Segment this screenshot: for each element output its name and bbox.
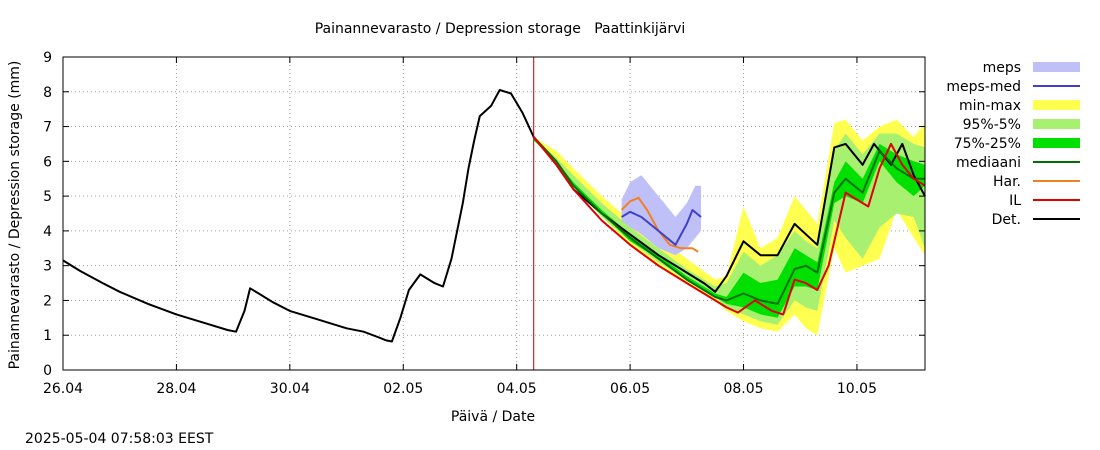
x-axis-label: Päivä / Date xyxy=(451,409,535,425)
plot-frame xyxy=(62,56,926,371)
plot-border xyxy=(62,56,926,371)
det-line xyxy=(62,89,926,343)
y-tick-label: 9 xyxy=(43,50,52,66)
x-tick-label: 06.05 xyxy=(610,381,650,397)
legend-swatch-p95-5 xyxy=(1033,119,1080,129)
y-tick-label: 8 xyxy=(43,85,52,101)
y-tick-label: 4 xyxy=(43,224,52,240)
y-tick-label: 5 xyxy=(43,189,52,205)
legend-label-p75-25: 75%-25% xyxy=(954,136,1021,152)
legend-label-median: mediaani xyxy=(956,155,1021,171)
legend-label-minmax: min-max xyxy=(959,98,1021,114)
x-tick-label: 30.04 xyxy=(270,381,310,397)
chart-title: Painannevarasto / Depression storage Paa… xyxy=(315,21,686,37)
x-tick-label: 04.05 xyxy=(497,381,537,397)
y-tick-label: 2 xyxy=(43,293,52,309)
meps-med-line xyxy=(621,209,702,246)
median-line xyxy=(532,136,925,305)
x-tick-label: 28.04 xyxy=(156,381,196,397)
axis-ticks: 0 1 2 3 4 5 6 7 8 9 26.04 28.04 30.04 02.05 04.05 06.05… xyxy=(43,50,925,397)
legend-label-p95-5: 95%-5% xyxy=(963,117,1021,133)
y-axis-label: Painannevarasto / Depression storage (mm… xyxy=(7,61,23,370)
legend-label-il: IL xyxy=(1009,193,1021,209)
legend-label-meps: meps xyxy=(983,60,1021,76)
x-tick-label: 10.05 xyxy=(837,381,877,397)
x-tick-label: 02.05 xyxy=(383,381,423,397)
minmax-band xyxy=(533,119,925,336)
legend-swatch-minmax xyxy=(1033,100,1080,110)
series-lines xyxy=(62,89,926,343)
y-tick-label: 3 xyxy=(43,259,52,275)
forecast-bands xyxy=(533,119,925,336)
timestamp: 2025-05-04 07:58:03 EEST xyxy=(25,431,214,447)
x-tick-label: 08.05 xyxy=(723,381,763,397)
legend-label-det: Det. xyxy=(992,212,1021,228)
legend-label-har: Har. xyxy=(993,174,1021,190)
y-tick-label: 0 xyxy=(43,363,52,379)
il-line xyxy=(532,136,926,316)
legend-label-meps-med: meps-med xyxy=(946,79,1021,95)
y-tick-label: 7 xyxy=(43,120,52,136)
y-tick-label: 1 xyxy=(43,328,52,344)
legend-swatch-meps xyxy=(1033,62,1080,72)
y-tick-label: 6 xyxy=(43,154,52,170)
x-tick-label: 26.04 xyxy=(43,381,83,397)
legend-swatch-p75-25 xyxy=(1033,138,1080,148)
legend: meps meps-med min-max 95%-5% 75%-25% mediaani… xyxy=(946,60,1080,228)
